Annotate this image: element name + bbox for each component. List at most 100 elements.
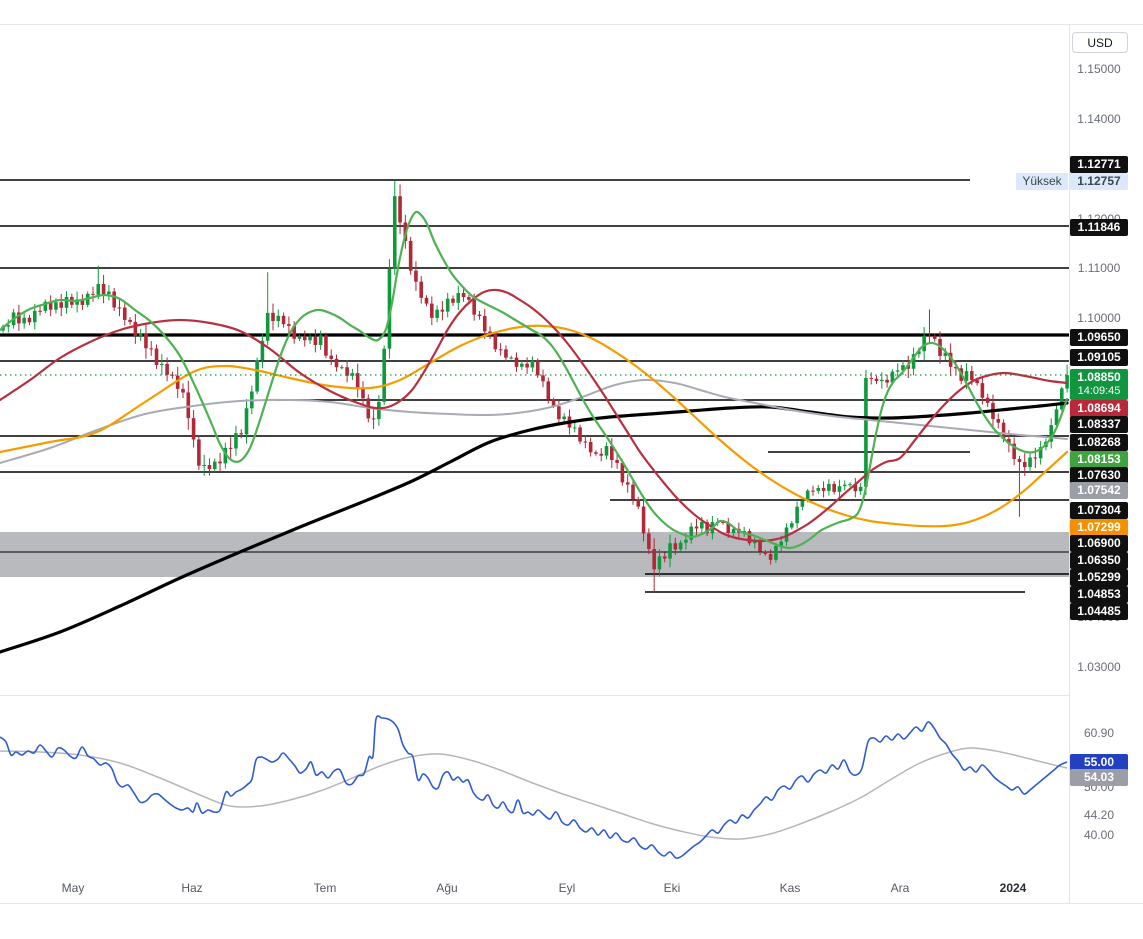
candle-body: [165, 363, 169, 375]
price-axis-separator: [1069, 24, 1070, 903]
candle-body: [255, 360, 259, 392]
candle-body: [572, 427, 577, 429]
candle-body: [170, 374, 175, 376]
time-axis-label: 2024: [999, 881, 1027, 895]
candle-body: [133, 321, 138, 336]
candle-body: [472, 299, 476, 315]
time-axis-label: Ara: [890, 881, 910, 895]
price-badge: 1.07542: [1070, 481, 1128, 499]
candle-body: [48, 301, 53, 310]
candle-body: [276, 315, 281, 322]
candle-body: [430, 303, 434, 318]
pane-separator: [0, 695, 1069, 696]
candle-body: [975, 380, 979, 384]
price-tick-label: 1.10000: [1077, 310, 1121, 325]
candle-body: [842, 484, 847, 487]
period-high-label: Yüksek: [1016, 173, 1068, 190]
candle-body: [594, 452, 598, 454]
candle-body: [318, 335, 323, 345]
rsi-tick-label: 40.00: [1083, 827, 1115, 842]
candle-body: [684, 539, 688, 543]
time-axis[interactable]: May Haz Tem Ağu Eyl Eki Kas Ara 2024: [0, 875, 1069, 903]
candle-body: [392, 196, 397, 270]
candle-body: [149, 348, 154, 350]
candle-body: [535, 360, 540, 376]
candle-body: [700, 522, 704, 529]
time-axis-label: Eki: [663, 881, 681, 895]
candle-body: [456, 293, 461, 303]
candle-body: [525, 363, 529, 368]
candle-body: [742, 531, 746, 533]
candle-body: [705, 522, 709, 534]
candle-body: [482, 316, 487, 332]
candle-body: [848, 484, 852, 486]
candle-body: [350, 373, 355, 376]
candle-body: [768, 554, 773, 560]
candle-body: [504, 349, 508, 358]
candle-body: [1012, 443, 1016, 459]
candle-body: [779, 541, 784, 546]
candle-body: [308, 336, 312, 341]
candle-body: [874, 378, 879, 382]
price-badge: 1.09105: [1070, 348, 1128, 366]
candle-body: [244, 408, 249, 435]
candle-body: [636, 499, 641, 507]
price-badge: 1.08694: [1070, 399, 1128, 417]
top-toolbar: [0, 0, 1143, 24]
rsi-line[interactable]: [0, 715, 1068, 859]
rsi-ma-line[interactable]: [0, 747, 1068, 840]
candle-body: [784, 527, 789, 542]
currency-button[interactable]: USD: [1072, 32, 1128, 53]
price-tick-label: 1.15000: [1077, 61, 1121, 76]
candle-body: [662, 556, 667, 559]
candle-body: [805, 490, 810, 501]
candle-body: [101, 283, 106, 295]
candle-body: [419, 281, 424, 298]
candle-body: [726, 522, 731, 533]
candle-body: [917, 351, 921, 355]
time-axis-label: Ağu: [436, 881, 458, 895]
candle-body: [615, 459, 619, 463]
candle-body: [657, 556, 662, 570]
candle-body: [1022, 461, 1027, 468]
ma-black[interactable]: [0, 401, 1069, 654]
ma-green[interactable]: [0, 210, 1069, 550]
price-badge: 1.07630: [1070, 466, 1128, 484]
candle-body: [668, 543, 672, 559]
candle-body: [869, 378, 874, 380]
candle-body: [980, 383, 985, 398]
candle-body: [1028, 457, 1032, 468]
price-badge: 1.07299: [1070, 518, 1128, 536]
candle-body: [287, 324, 291, 326]
price-axis[interactable]: 1.150001.140001.120001.110001.100001.040…: [1069, 24, 1143, 903]
candle-body: [996, 419, 1001, 423]
candle-body: [970, 371, 974, 381]
rsi-pane-canvas[interactable]: [0, 695, 1069, 903]
candle-body: [313, 336, 318, 345]
price-badge: 1.06900: [1070, 534, 1128, 552]
candle-body: [435, 309, 439, 318]
candle-body: [398, 196, 402, 223]
candle-body: [641, 506, 646, 534]
candle-body: [795, 506, 799, 524]
candle-body: [747, 531, 752, 544]
ma-red[interactable]: [0, 288, 1069, 543]
candle-body: [583, 441, 588, 443]
candle-body: [477, 314, 482, 317]
price-badge: 1.05299: [1070, 568, 1128, 586]
candle-body: [96, 283, 101, 295]
candle-body: [954, 366, 958, 369]
candle-body: [1065, 375, 1069, 389]
price-badge: 1.07304: [1070, 501, 1128, 519]
candle-body: [858, 486, 863, 492]
candle-body: [620, 462, 625, 483]
candle-body: [138, 333, 143, 336]
candle-body: [774, 545, 778, 560]
candle-body: [334, 358, 339, 368]
price-pane-canvas[interactable]: [0, 24, 1069, 695]
candle-body: [27, 317, 32, 323]
candle-body: [752, 541, 757, 544]
price-badge: 1.08268: [1070, 433, 1128, 451]
ma-orange[interactable]: [0, 324, 1069, 528]
